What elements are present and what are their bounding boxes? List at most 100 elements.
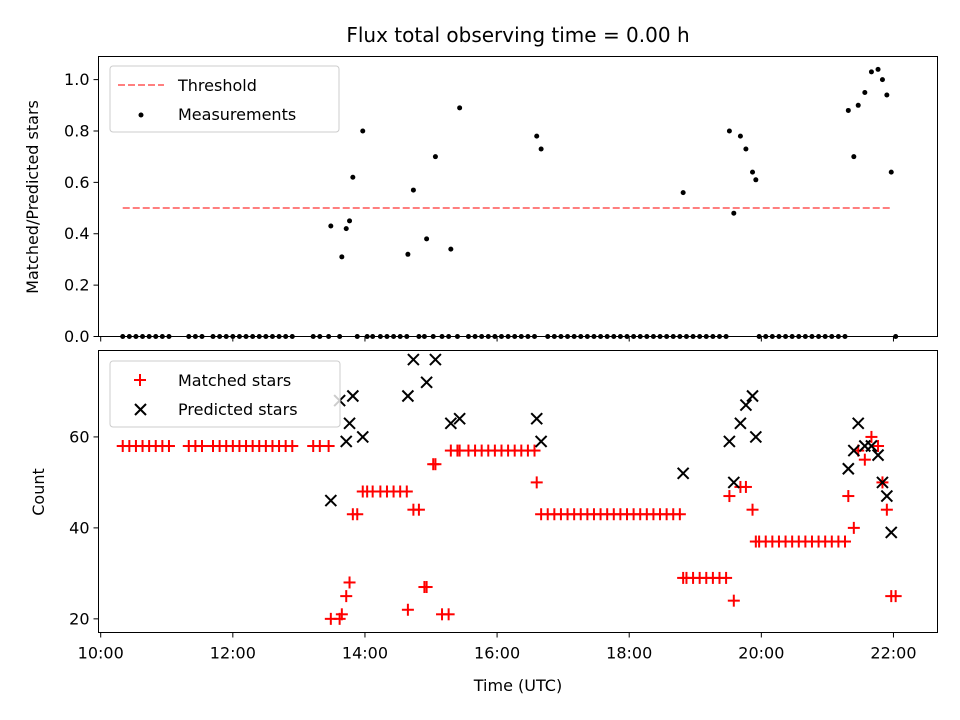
bottom-x-ticks: 10:00 12:00 14:00 16:00 18:00 20:00 22:00 — [78, 632, 917, 663]
measurement-point — [263, 334, 269, 339]
matched-legend-swatch — [134, 374, 146, 386]
matched-star-point — [889, 590, 902, 603]
matched-star-point — [746, 503, 759, 516]
matched-star-point — [412, 503, 425, 516]
measurement-point — [317, 334, 323, 339]
measurement-point — [716, 334, 722, 339]
top-marks — [120, 66, 899, 339]
measurement-point — [525, 334, 531, 339]
matched-star-point — [528, 444, 541, 457]
measurement-point — [538, 146, 544, 152]
predicted-star-point — [429, 353, 442, 366]
measurement-point — [604, 334, 610, 339]
predicted-star-point — [865, 439, 878, 453]
measurement-point — [697, 334, 703, 339]
matched-star-point — [286, 440, 299, 453]
matched-star-point — [673, 508, 686, 521]
matched-star-point — [530, 476, 543, 489]
measurement-point — [120, 334, 126, 339]
predicted-star-point — [324, 494, 338, 507]
measurement-point — [404, 334, 410, 339]
matched-star-point — [872, 440, 885, 453]
predicted-star-point — [343, 417, 356, 430]
measurement-point — [432, 154, 438, 160]
measurement-point — [578, 334, 584, 339]
measurement-point — [492, 334, 498, 339]
matched-star-point — [400, 485, 413, 498]
measurement-point — [391, 334, 397, 339]
measurement-point — [446, 334, 452, 339]
measurement-point — [454, 334, 460, 339]
measurements-legend-label: Measurements — [178, 105, 296, 124]
measurement-point — [328, 223, 334, 229]
measurement-point — [439, 334, 445, 339]
measurement-point — [133, 334, 139, 339]
bottom-y-axis-label: Count — [29, 468, 48, 516]
measurement-point — [236, 334, 242, 339]
measurement-point — [126, 334, 132, 339]
matched-star-point — [162, 440, 175, 453]
bottom-y-tick-label: 60 — [69, 427, 89, 446]
predicted-star-point — [534, 435, 548, 448]
bottom-y-ticks: 20 40 60 — [69, 427, 99, 628]
predicted-star-point — [847, 444, 861, 457]
measurement-point — [631, 334, 637, 339]
measurement-point — [753, 177, 759, 183]
bottom-plot-frame — [98, 350, 938, 633]
predicted-star-point — [407, 353, 420, 366]
predicted-star-point — [746, 389, 759, 403]
measurement-point — [283, 334, 289, 339]
measurement-point — [789, 334, 795, 339]
measurement-point — [472, 334, 478, 339]
measurement-point — [558, 334, 564, 339]
top-plot-frame — [98, 56, 938, 337]
measurement-point — [166, 334, 172, 339]
predicted-star-point — [723, 435, 736, 448]
measurement-point — [809, 334, 815, 339]
measurement-point — [276, 334, 282, 339]
measurement-point — [750, 169, 756, 175]
measurement-point — [159, 334, 165, 339]
bottom-x-tick-label: 18:00 — [606, 644, 652, 663]
top-y-tick-label: 0.0 — [64, 327, 89, 346]
measurement-point — [822, 334, 828, 339]
measurement-point — [146, 334, 152, 339]
measurement-point — [186, 334, 192, 339]
measurement-point — [683, 334, 689, 339]
measurement-point — [591, 334, 597, 339]
measurement-point — [868, 69, 874, 75]
matched-star-point — [727, 594, 740, 607]
measurement-point — [223, 334, 229, 339]
measurement-point — [657, 334, 663, 339]
measurement-point — [637, 334, 643, 339]
matched-star-point — [322, 440, 335, 453]
measurement-point — [731, 210, 737, 216]
predicted-star-point — [880, 489, 894, 503]
measurement-point — [851, 154, 857, 160]
measurement-point — [140, 334, 146, 339]
bottom-x-tick-label: 16:00 — [474, 644, 520, 663]
measurement-point — [377, 334, 383, 339]
measurement-point — [565, 334, 571, 339]
predicted-star-point — [749, 430, 763, 444]
predicted-star-point — [871, 448, 885, 462]
top-legend-box — [109, 65, 340, 133]
predicted-star-point — [346, 389, 360, 403]
measurement-point — [430, 334, 436, 339]
predicted-star-point — [739, 398, 753, 412]
measurement-point — [405, 251, 411, 257]
predicted-legend-label: Predicted stars — [178, 400, 298, 419]
matched-star-point — [351, 508, 364, 521]
measurement-point — [512, 334, 518, 339]
bottom-x-tick-label: 12:00 — [210, 644, 256, 663]
measurement-point — [617, 334, 623, 339]
top-panel: 0.0 0.2 0.4 0.6 0.8 1.0 Matched/Predicted sta… — [23, 56, 938, 346]
predicted-star-point — [401, 389, 415, 403]
predicted-star-point — [676, 467, 690, 480]
measurement-point — [677, 334, 683, 339]
measurement-point — [256, 334, 262, 339]
matched-star-point — [839, 535, 852, 548]
measurement-point — [479, 334, 485, 339]
top-legend: Threshold Measurements — [109, 65, 340, 133]
matched-star-point — [343, 576, 356, 589]
